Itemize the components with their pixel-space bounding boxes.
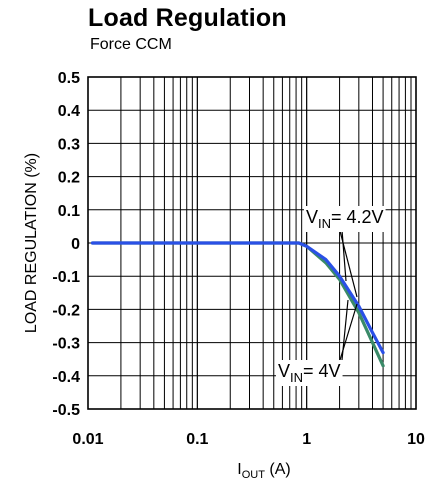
x-tick-label: 10 bbox=[407, 431, 425, 448]
annotation-text: VIN= 4V bbox=[278, 361, 341, 385]
x-axis-label-main: I bbox=[237, 461, 241, 478]
series-line-1 bbox=[90, 241, 385, 355]
x-axis-label: IOUT (A) bbox=[237, 461, 290, 481]
y-axis-label: LOAD REGULATION (%) bbox=[23, 153, 40, 333]
chart-series-layer bbox=[90, 241, 385, 368]
y-tick-label: -0.3 bbox=[52, 336, 80, 353]
y-tick-label: -0.1 bbox=[52, 269, 80, 286]
x-tick-label: 0.01 bbox=[72, 431, 103, 448]
y-tick-label: -0.5 bbox=[52, 402, 80, 419]
annotation-leader-line bbox=[341, 229, 347, 282]
plot-frame bbox=[87, 76, 417, 410]
x-tick-label: 1 bbox=[302, 431, 311, 448]
y-tick-label: 0.1 bbox=[58, 203, 80, 220]
annotation-leader-line bbox=[341, 299, 349, 361]
x-axis-label-unit: (A) bbox=[265, 461, 291, 478]
x-tick-label: 0.1 bbox=[186, 431, 208, 448]
y-tick-label: -0.2 bbox=[52, 302, 80, 319]
chart-subtitle: Force CCM bbox=[90, 36, 172, 53]
y-tick-label: -0.4 bbox=[52, 369, 80, 386]
y-tick-label: 0.4 bbox=[58, 103, 80, 120]
x-axis-label-subscript: OUT bbox=[242, 469, 266, 481]
y-tick-label: 0.3 bbox=[58, 136, 80, 153]
y-tick-label: 0.2 bbox=[58, 170, 80, 187]
chart-title: Load Regulation bbox=[88, 4, 287, 32]
annotation-leaders bbox=[339, 229, 358, 361]
annotation-background bbox=[276, 360, 343, 386]
y-tick-label: 0.5 bbox=[58, 70, 80, 87]
y-tick-labels: 0.5 0.4 0.3 0.2 0.1 0 -0.1 -0.2 -0.3 -0.4 -0.5 bbox=[52, 70, 80, 419]
annotation-vin-4-2v: VIN= 4.2V bbox=[304, 206, 386, 232]
annotation-text: VIN= 4.2V bbox=[306, 207, 384, 231]
x-tick-labels: 0.01 0.1 1 10 bbox=[72, 431, 425, 448]
annotation-background bbox=[304, 206, 386, 232]
annotation-vin-4v: VIN= 4V bbox=[276, 360, 343, 386]
y-tick-label: 0 bbox=[71, 236, 80, 253]
